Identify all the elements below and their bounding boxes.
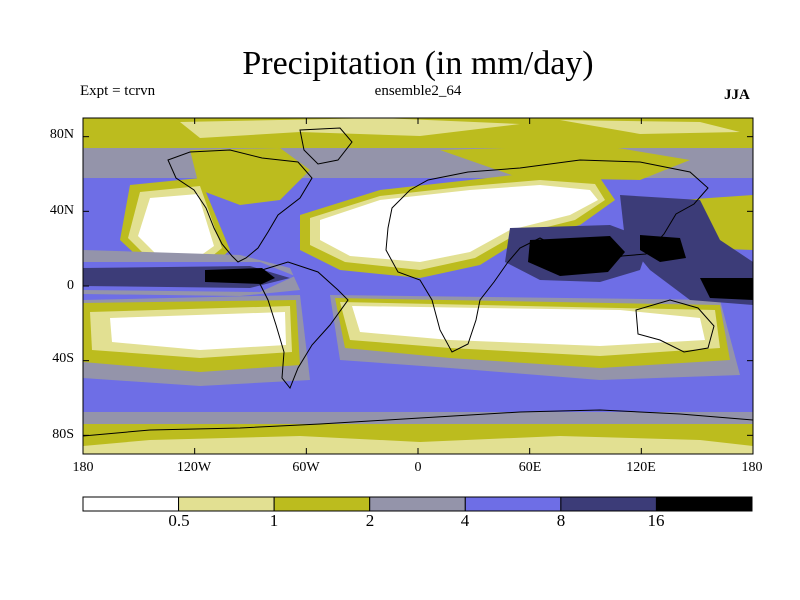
maritime-core [700,278,753,300]
season-label: JJA [724,87,750,103]
plot-frame [82,117,754,455]
colorbar [82,496,753,512]
west-pacific-heavy [620,195,753,305]
colorbar-label-2: 1 [269,511,279,530]
arctic-light-patch-2 [560,120,740,134]
canada-olive [190,148,310,205]
south-atlantic-indian-dry [352,306,705,346]
pacific-itcz-core [205,268,275,284]
colorbar-label-6: 16 [647,511,665,530]
colorbar-box-3 [273,496,371,512]
axis-ticks [82,118,754,454]
lat-label-40s: 40S [52,351,74,366]
australia-coast [635,299,715,353]
colorbar-box-4 [369,496,466,512]
coastlines [83,127,753,437]
n-atlantic-africa-dry [320,185,598,262]
lat-label-40n: 40N [49,203,74,218]
antarctica-coast [83,409,753,437]
colorbar-label-5: 8 [556,511,566,530]
north-america-coast [167,149,313,263]
colorbar-label-3: 2 [365,511,375,530]
colorbar-box-5 [464,496,562,512]
lon-label-180e: 180 [741,460,763,475]
lat-label-eq: 0 [67,278,74,293]
lat-label-80s: 80S [52,427,74,442]
west-pacific-core [640,235,686,262]
lon-label-120w: 120W [176,460,212,475]
colorbar-label-1: 0.5 [168,511,190,530]
colorbar-box-6 [560,496,657,512]
colorbar-label-4: 4 [460,511,470,530]
lon-label-60w: 60W [292,460,320,475]
precipitation-field [83,118,753,454]
colorbar-box-7 [655,496,753,512]
run-label: ensemble2_64 [374,83,462,99]
colorbar-box-2 [178,496,275,512]
map-title: Precipitation (in mm/day) [242,45,594,82]
arctic-light-patch [180,118,520,138]
south-america-coast [259,261,349,389]
lat-label-80n: 80N [49,127,74,142]
colorbar-box-1 [82,496,180,512]
se-pacific-dry [110,312,286,350]
lon-label-60e: 60E [518,460,542,475]
antarctic-light-patch [83,436,753,454]
eurasia-africa-coast [385,159,709,353]
experiment-label: Expt = tcrvn [80,83,156,99]
greenland-coast [299,127,353,165]
indian-monsoon-core [528,236,625,276]
lon-label-120e: 120E [626,460,656,475]
lon-label-180w: 180 [72,460,94,475]
ne-pacific-dry [138,194,214,256]
lon-label-0: 0 [414,460,422,475]
